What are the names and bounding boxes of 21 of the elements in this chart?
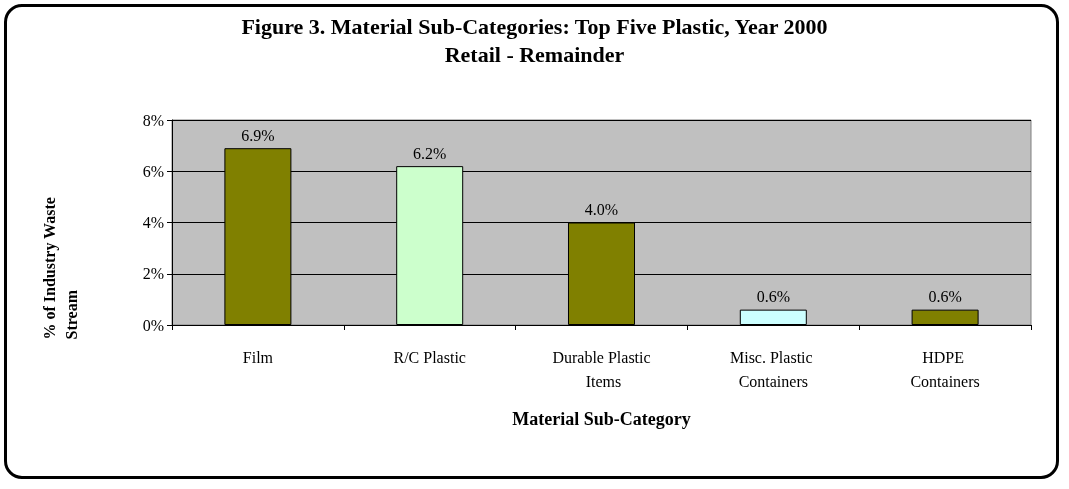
y-tick-label: 6%: [142, 162, 164, 180]
data-label: 4.0%: [584, 201, 619, 218]
bar: [739, 309, 807, 325]
x-axis-title: Material Sub-Category: [512, 409, 691, 429]
y-tick-label: 8%: [142, 111, 164, 129]
chart-subtitle: Retail - Remainder: [444, 41, 625, 67]
bar: [911, 309, 979, 325]
data-label: 6.2%: [413, 144, 447, 162]
y-tick-label: 2%: [142, 265, 164, 283]
y-tick-label: 4%: [142, 214, 164, 231]
x-tick-label: HDPE Containers: [910, 348, 980, 390]
y-tick-label: 0%: [142, 316, 164, 334]
chart-title: Figure 3. Material Sub-Categories: Top Five Plastic, Year 2000: [241, 13, 828, 39]
data-label: 6.9%: [241, 126, 275, 144]
x-tick-label: R/C Plastic: [393, 348, 466, 366]
y-axis-title: % of Industry Waste Stream: [40, 193, 80, 340]
x-tick-label: Misc. Plastic Containers: [729, 348, 817, 390]
x-tick-label: Durable Plastic Items: [552, 348, 651, 390]
data-label: 0.6%: [928, 288, 962, 306]
x-tick-label: Film: [242, 348, 274, 366]
data-label: 0.6%: [756, 288, 790, 306]
